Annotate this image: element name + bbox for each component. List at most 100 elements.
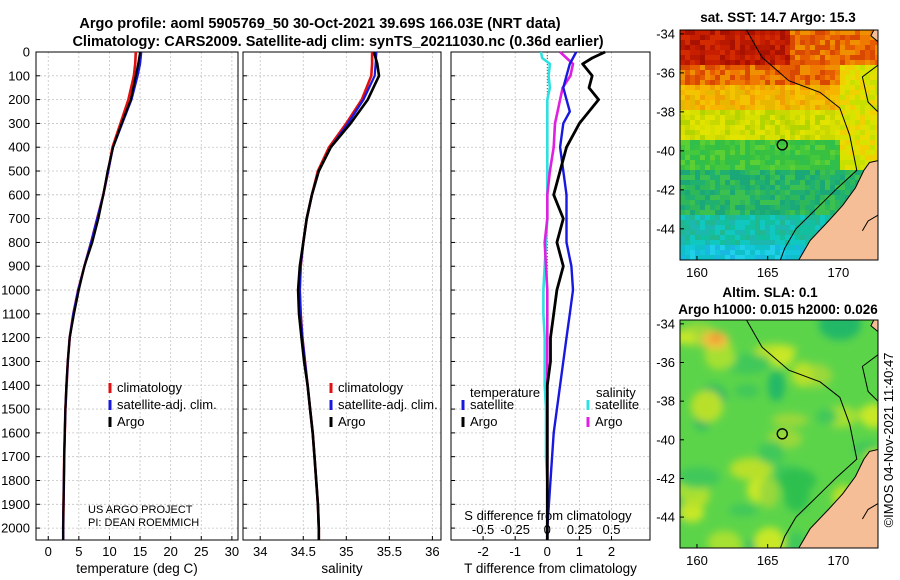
- sst-cell: [795, 210, 801, 216]
- sst-cell: [705, 245, 711, 251]
- sst-cell: [800, 135, 806, 141]
- sst-cell: [745, 85, 751, 91]
- sst-cell: [715, 120, 721, 126]
- sst-cell: [835, 95, 841, 101]
- sla-blob: [726, 353, 770, 375]
- sst-cell: [830, 55, 836, 61]
- sst-cell: [760, 90, 766, 96]
- sst-cell: [765, 105, 771, 111]
- sst-cell: [780, 130, 786, 136]
- sst-cell: [795, 50, 801, 56]
- sst-cell: [715, 160, 721, 166]
- sst-cell: [715, 135, 721, 141]
- sla-blob: [728, 504, 758, 517]
- sst-cell: [835, 200, 841, 206]
- sst-cell: [750, 155, 756, 161]
- sst-cell: [700, 240, 706, 246]
- sst-cell: [810, 225, 816, 231]
- sst-cell: [760, 175, 766, 181]
- sst-cell: [765, 195, 771, 201]
- sst-cell: [760, 185, 766, 191]
- sst-cell: [790, 190, 796, 196]
- sst-cell: [835, 150, 841, 156]
- sst-cell: [700, 75, 706, 81]
- sst-cell: [685, 40, 691, 46]
- sst-cell: [745, 240, 751, 246]
- sst-cell: [865, 110, 871, 116]
- sst-cell: [815, 145, 821, 151]
- sst-cell: [720, 135, 726, 141]
- sst-cell: [790, 55, 796, 61]
- sst-cell: [730, 100, 736, 106]
- sst-cell: [740, 135, 746, 141]
- sst-cell: [680, 45, 686, 51]
- sst-cell: [800, 50, 806, 56]
- sst-cell: [750, 80, 756, 86]
- sst-cell: [770, 160, 776, 166]
- sst-cell: [840, 85, 846, 91]
- sst-cell: [715, 55, 721, 61]
- sst-cell: [855, 145, 861, 151]
- sst-cell: [755, 215, 761, 221]
- sst-cell: [730, 165, 736, 171]
- sst-cell: [780, 235, 786, 241]
- sst-cell: [805, 170, 811, 176]
- sst-cell: [715, 190, 721, 196]
- sst-cell: [705, 210, 711, 216]
- sst-cell: [855, 120, 861, 126]
- sst-cell: [840, 175, 846, 181]
- sst-cell: [780, 205, 786, 211]
- sst-cell: [815, 95, 821, 101]
- sst-cell: [715, 100, 721, 106]
- sst-cell: [705, 160, 711, 166]
- sst-cell: [710, 255, 716, 260]
- legend-label: climatology: [338, 380, 404, 395]
- sst-cell: [785, 55, 791, 61]
- x-tick-label: 34.5: [291, 544, 316, 559]
- sst-cell: [680, 75, 686, 81]
- sst-cell: [725, 250, 731, 256]
- sst-cell: [835, 110, 841, 116]
- sst-cell: [695, 245, 701, 251]
- sst-cell: [710, 170, 716, 176]
- sst-cell: [705, 150, 711, 156]
- sst-cell: [740, 255, 746, 260]
- sst-cell: [810, 110, 816, 116]
- sst-cell: [690, 100, 696, 106]
- sst-cell: [790, 225, 796, 231]
- sst-cell: [820, 180, 826, 186]
- sst-cell: [680, 210, 686, 216]
- sst-cell: [815, 90, 821, 96]
- x-tick-label: 35.5: [377, 544, 402, 559]
- sst-cell: [745, 145, 751, 151]
- sst-cell: [715, 70, 721, 76]
- sst-cell: [730, 215, 736, 221]
- sst-cell: [775, 195, 781, 201]
- y-tick-label: -40: [656, 432, 675, 447]
- sst-cell: [820, 70, 826, 76]
- sst-cell: [725, 100, 731, 106]
- sla-map-title-1: Altim. SLA: 0.1: [722, 285, 818, 300]
- sst-cell: [860, 55, 866, 61]
- sst-cell: [740, 120, 746, 126]
- sst-cell: [755, 45, 761, 51]
- sst-cell: [720, 190, 726, 196]
- sst-cell: [800, 145, 806, 151]
- sst-cell: [865, 160, 871, 166]
- sst-cell: [770, 170, 776, 176]
- sst-cell: [705, 95, 711, 101]
- legend-label: Argo: [470, 414, 497, 429]
- sst-cell: [785, 70, 791, 76]
- sst-cell: [860, 35, 866, 41]
- sst-cell: [720, 55, 726, 61]
- sst-coast: [746, 30, 878, 260]
- sst-cell: [725, 240, 731, 246]
- y-tick-label: 1200: [1, 330, 30, 345]
- sst-cell: [780, 140, 786, 146]
- sst-cell: [750, 110, 756, 116]
- sst-cell: [845, 60, 851, 66]
- sst-cell: [845, 170, 851, 176]
- x-tick-label: 165: [757, 265, 779, 280]
- sst-cell: [835, 125, 841, 131]
- sst-cell: [780, 220, 786, 226]
